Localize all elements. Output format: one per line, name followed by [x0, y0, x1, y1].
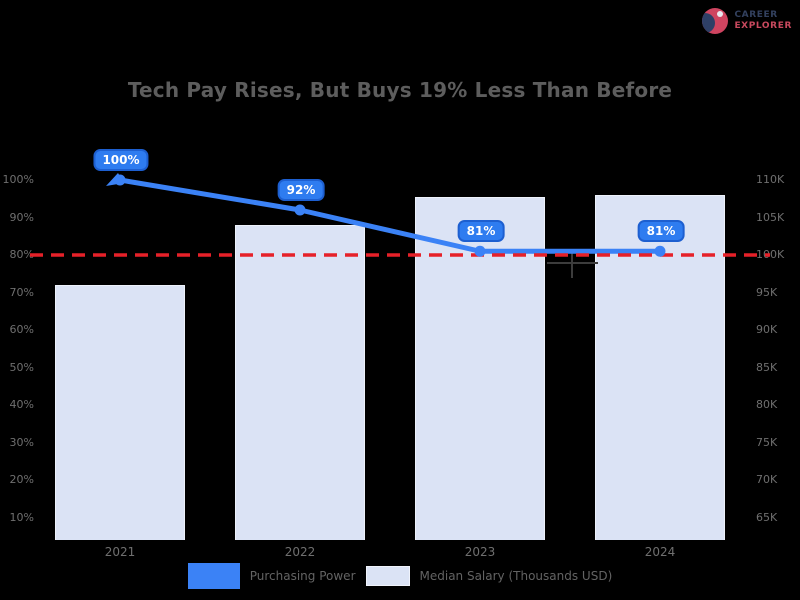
left-axis-tick-label: 70%: [9, 285, 34, 299]
brand-logo-icon: [702, 8, 729, 34]
salary-bar: [235, 225, 365, 540]
left-axis-tick-label: 90%: [9, 210, 34, 224]
brand-wordmark-line2: EXPLORER: [734, 21, 792, 31]
line-point-marker: [294, 204, 306, 216]
legend-swatch-purchasing-power: [187, 563, 240, 589]
legend: Purchasing Power Median Salary (Thousand…: [0, 563, 800, 589]
x-axis-year-label: 2023: [464, 545, 496, 559]
right-axis-tick-label: 65K: [756, 510, 778, 524]
right-axis-tick-label: 80K: [756, 398, 778, 411]
legend-swatch-median-salary: [365, 566, 410, 586]
x-axis-year-label: 2022: [284, 545, 316, 559]
point-label-badge: 81%: [637, 220, 685, 243]
right-axis-tick-label: 110K: [756, 173, 785, 186]
x-axis-year-label: 2024: [644, 545, 676, 559]
right-axis-tick-label: 90K: [756, 323, 778, 336]
point-label-badge: 81%: [457, 220, 505, 243]
right-axis-tick-label: 75K: [756, 435, 778, 449]
left-axis-tick-label: 60%: [9, 323, 34, 336]
left-axis-tick-label: 10%: [9, 510, 34, 524]
right-axis-tick-label: 85K: [756, 360, 778, 374]
x-axis-year-label: 2021: [104, 545, 136, 559]
legend-label-purchasing-power: Purchasing Power: [249, 569, 356, 583]
legend-label-median-salary: Median Salary (Thousands USD): [419, 569, 613, 583]
brand-wordmark-line1: CAREER: [734, 10, 778, 20]
left-axis-tick-label: 50%: [9, 360, 34, 374]
left-axis-tick-label: 20%: [9, 473, 34, 486]
badge-arrow: [106, 173, 124, 186]
purchasing-power-line: [117, 177, 663, 254]
left-axis-tick-label: 100%: [2, 173, 34, 186]
brand-logo: CAREER EXPLORER: [702, 8, 792, 34]
right-axis-tick-label: 100K: [756, 248, 785, 261]
line-point-marker: [114, 174, 126, 186]
left-axis-tick-label: 40%: [9, 398, 34, 411]
point-label-badge: 100%: [93, 149, 149, 171]
right-axis-tick-label: 95K: [756, 285, 778, 299]
point-label-badge: 92%: [277, 179, 325, 201]
salary-bar: [595, 195, 725, 540]
chart-title: Tech Pay Rises, But Buys 19% Less Than B…: [127, 78, 673, 102]
left-axis-tick-label: 80%: [9, 248, 34, 261]
left-axis-tick-label: 30%: [9, 435, 34, 449]
right-axis-tick-label: 105K: [756, 210, 785, 224]
brand-wordmark: CAREER EXPLORER: [734, 10, 792, 32]
right-axis-tick-label: 70K: [756, 473, 778, 486]
salary-bar: [55, 285, 185, 540]
salary-bar: [415, 197, 545, 540]
